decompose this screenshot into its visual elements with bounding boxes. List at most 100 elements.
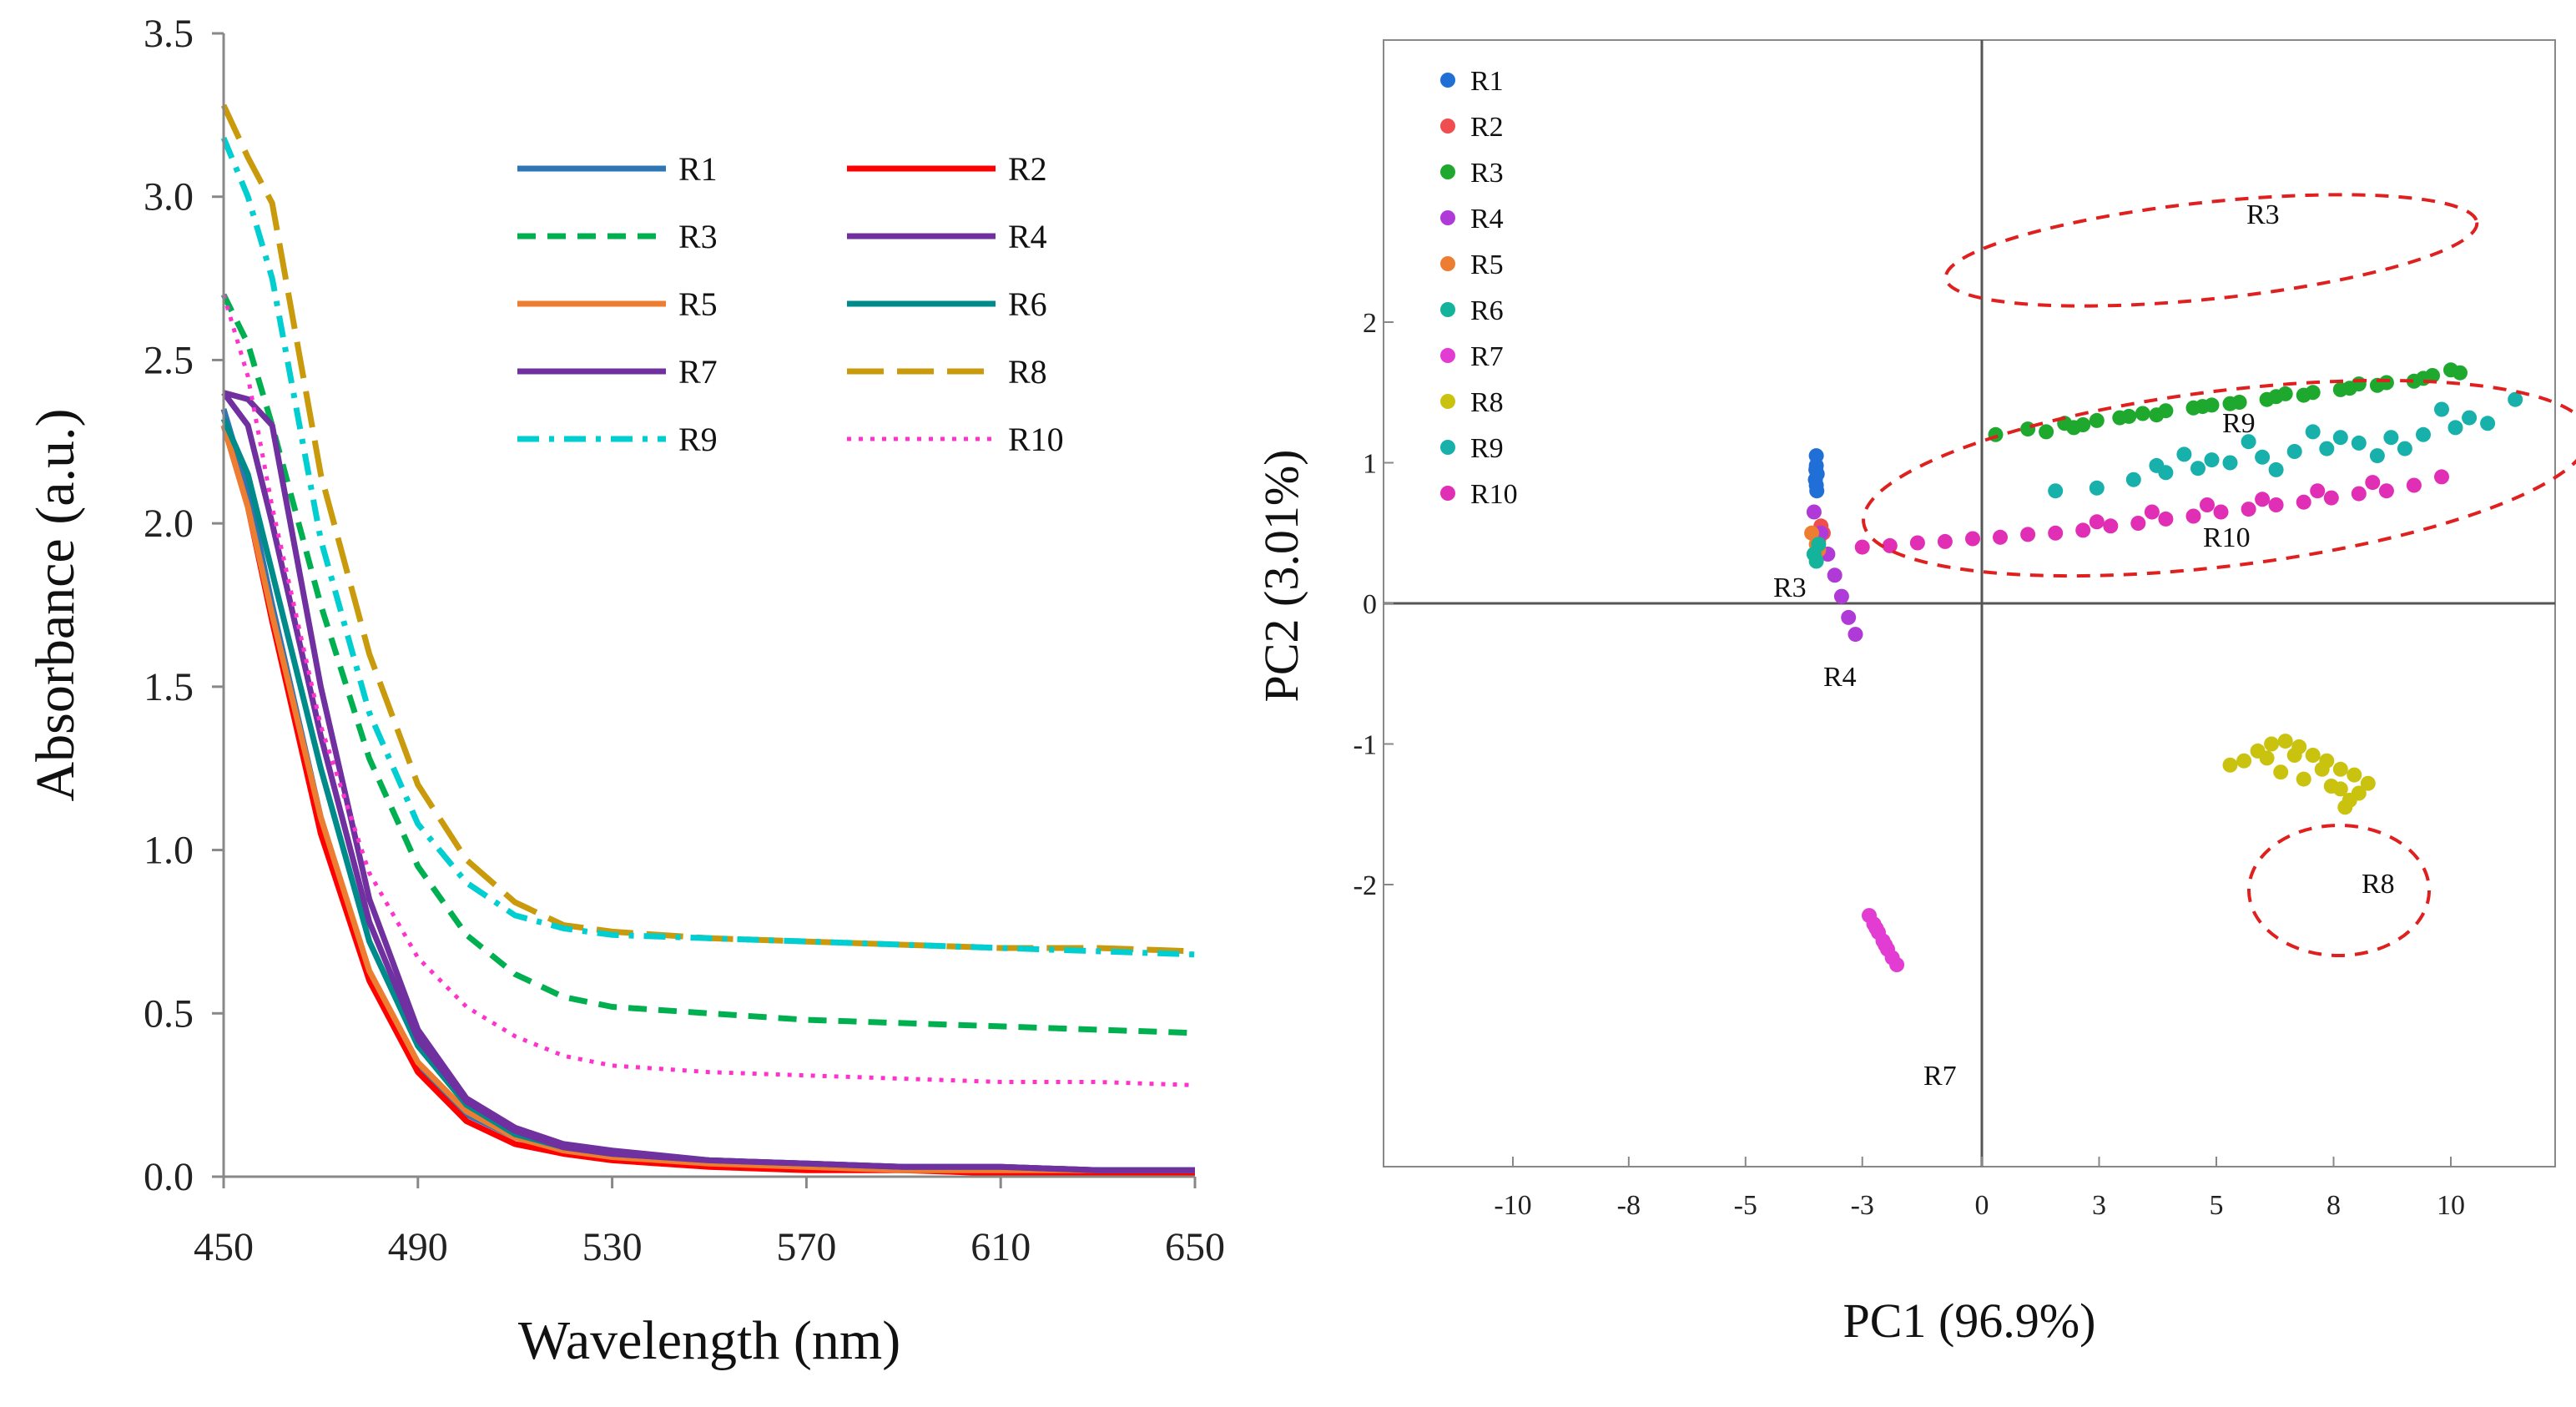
- pca-legend-label-r7: R7: [1470, 341, 1504, 372]
- pca-legend-label-r9: R9: [1470, 433, 1504, 464]
- pca-point-r9: [2383, 430, 2399, 446]
- pca-y-tick-label: -2: [1354, 870, 1377, 901]
- pca-point-r8: [2337, 799, 2353, 815]
- pca-point-r10: [2434, 469, 2449, 485]
- pca-legend-label-r1: R1: [1470, 66, 1504, 97]
- pca-point-r6: [1808, 553, 1824, 569]
- pca-point-r10: [2213, 504, 2229, 520]
- pca-x-tick-label: 3: [2092, 1190, 2106, 1221]
- pca-point-r9: [2222, 455, 2238, 471]
- pca-x-axis-title: PC1 (96.9%): [1843, 1294, 2096, 1348]
- pca-legend-marker-r2: [1440, 119, 1455, 134]
- annotation-r10: R10: [2203, 522, 2251, 553]
- legend-label-r5: R5: [678, 285, 718, 323]
- pca-point-r10: [1937, 533, 1953, 549]
- pca-legend-marker-r10: [1440, 486, 1455, 501]
- series-line-r9: [220, 136, 1196, 958]
- pca-point-r9: [2286, 444, 2302, 459]
- pca-point-r9: [2089, 480, 2105, 496]
- pca-point-r8: [2286, 748, 2302, 763]
- pca-point-r3: [2332, 381, 2348, 397]
- left-y-tick-label: 1.5: [144, 665, 194, 709]
- pca-point-r8: [2360, 775, 2376, 791]
- pca-point-r9: [2416, 426, 2431, 442]
- series-line-r1: [220, 408, 1195, 1173]
- legend-label-r2: R2: [1008, 150, 1047, 188]
- series-line-r7: [221, 391, 1195, 1173]
- pca-point-r1: [1809, 483, 1825, 499]
- pca-legend-marker-r3: [1440, 164, 1455, 179]
- pca-x-tick-label: 10: [2437, 1190, 2465, 1221]
- annotation-r3-cluster: R3: [2246, 199, 2280, 230]
- pca-point-r10: [2185, 508, 2201, 524]
- pca-point-r3: [2406, 373, 2422, 389]
- left-y-tick-label: 1.0: [144, 829, 194, 873]
- pca-point-r8: [2332, 761, 2348, 777]
- pca-x-tick-label: 5: [2210, 1190, 2224, 1221]
- pca-x-tick-label: -10: [1494, 1190, 1531, 1221]
- pca-x-tick-label: 0: [1975, 1190, 1989, 1221]
- pca-x-ticks: -10 -8 -5 -3 0 3 5 8 10: [1494, 1157, 2465, 1221]
- annotation-r4: R4: [1823, 662, 1857, 693]
- pca-point-r10: [1882, 537, 1898, 553]
- pca-point-r6: [1811, 537, 1827, 552]
- series-line-r4: [223, 390, 1195, 1173]
- series-line-r8: [220, 103, 1196, 955]
- pca-point-r10: [2130, 516, 2146, 531]
- pca-legend-marker-r5: [1440, 256, 1455, 271]
- left-x-ticks: 450 490 530 570 610 650: [194, 1177, 1225, 1269]
- pca-y-tick-label: 1: [1363, 449, 1377, 480]
- pca-point-r9: [2462, 410, 2478, 426]
- pca-legend-marker-r9: [1440, 440, 1455, 455]
- pca-point-r10: [2200, 497, 2215, 512]
- pca-point-r3: [2351, 376, 2367, 392]
- pca-point-r3: [2204, 397, 2220, 413]
- pca-point-r8: [2236, 753, 2252, 769]
- pca-point-r9: [2305, 424, 2321, 440]
- pca-point-r10: [2268, 497, 2284, 512]
- pca-point-r4: [1848, 627, 1863, 643]
- left-x-tick-label: 650: [1165, 1225, 1225, 1269]
- pca-point-r9: [2268, 461, 2284, 477]
- pca-legend-label-r10: R10: [1470, 479, 1518, 510]
- left-x-tick-label: 490: [388, 1225, 448, 1269]
- pca-points-group: [1804, 362, 2523, 972]
- absorbance-series-group: [220, 103, 1196, 1177]
- pca-point-r9: [2434, 401, 2449, 417]
- pca-point-r4: [1833, 588, 1849, 604]
- pca-point-r10: [2378, 483, 2394, 499]
- cluster-ellipse-r8: [2247, 824, 2431, 957]
- left-x-tick-label: 570: [776, 1225, 836, 1269]
- left-x-tick-label: 530: [582, 1225, 643, 1269]
- pca-point-r9: [2447, 420, 2463, 436]
- pca-point-r10: [2351, 486, 2367, 502]
- pca-point-r10: [2144, 504, 2160, 520]
- pca-point-r4: [1806, 504, 1822, 520]
- pca-point-r3: [2066, 420, 2082, 436]
- pca-legend-label-r3: R3: [1470, 158, 1504, 189]
- pca-point-r3: [2425, 368, 2440, 383]
- pca-point-r3: [2135, 406, 2150, 421]
- pca-point-r8: [2347, 767, 2362, 783]
- annotation-r3-left: R3: [1773, 572, 1807, 603]
- pca-y-tick-label: -2: [1354, 870, 1377, 901]
- pca-y-tick-label: 0: [1363, 589, 1377, 620]
- series-line-r6: [220, 417, 1195, 1173]
- pca-x-tick-label: -8: [1617, 1190, 1641, 1221]
- left-x-axis-title: Wavelength (nm): [518, 1310, 900, 1371]
- pca-point-r3: [2296, 387, 2311, 403]
- pca-point-r7: [1878, 937, 1893, 953]
- pca-point-r8: [2351, 785, 2367, 801]
- annotation-r7: R7: [1923, 1061, 1957, 1092]
- pca-point-r9: [2125, 472, 2141, 487]
- pca-point-r7: [1889, 957, 1905, 972]
- legend-label-r3: R3: [678, 218, 718, 255]
- left-y-axis-title: Absorbance (a.u.): [25, 409, 86, 802]
- left-x-tick-label: 450: [194, 1225, 254, 1269]
- pca-point-r9: [2149, 457, 2165, 473]
- left-y-tick-label: 2.5: [144, 338, 194, 382]
- pca-point-r10: [2089, 514, 2105, 530]
